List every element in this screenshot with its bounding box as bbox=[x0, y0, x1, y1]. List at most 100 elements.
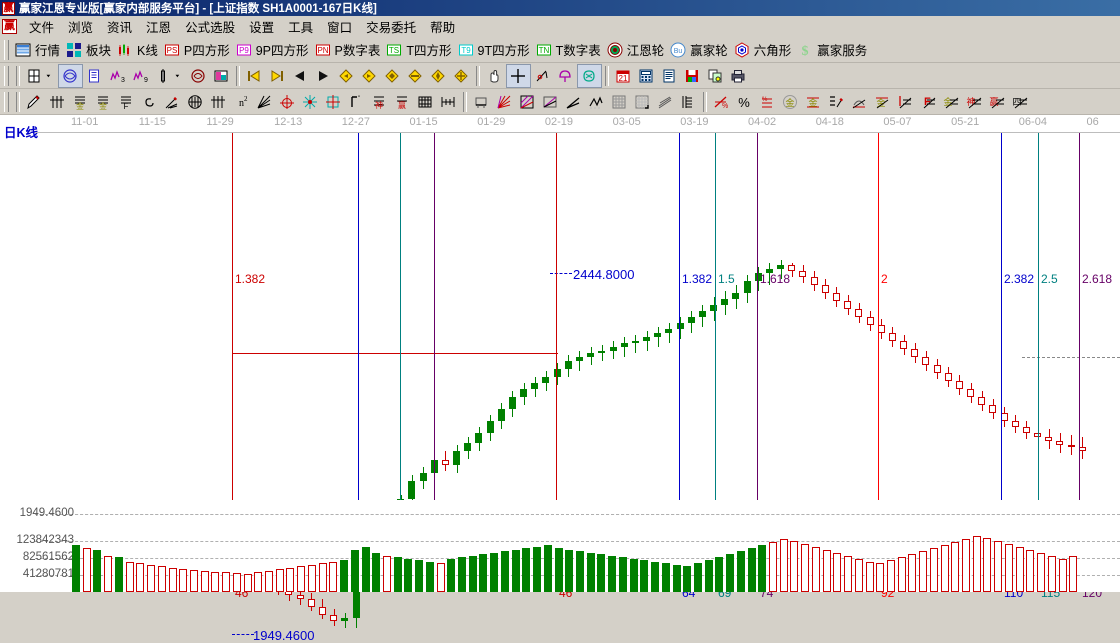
toolbar-button-sub9-indicator[interactable]: 9 bbox=[129, 65, 152, 87]
toolbar-button-gann-wheel[interactable]: 江恩轮 bbox=[605, 39, 669, 61]
toolbar-button-crosshair[interactable] bbox=[506, 63, 531, 88]
toolbar-button-j-level[interactable] bbox=[894, 91, 917, 113]
toolbar-grip[interactable] bbox=[4, 91, 9, 112]
toolbar-button-pen-level[interactable] bbox=[825, 91, 848, 113]
toolbar-button-f-scale[interactable]: F bbox=[115, 91, 138, 113]
toolbar-button-kline[interactable]: K线 bbox=[115, 39, 162, 61]
toolbar-button-fan-arc[interactable] bbox=[848, 91, 871, 113]
toolbar-button-color-chart[interactable] bbox=[210, 65, 233, 87]
toolbar-button-fit[interactable] bbox=[427, 65, 450, 87]
toolbar-button-winner-wheel[interactable]: Bu 赢家轮 bbox=[668, 39, 732, 61]
toolbar-button-ps-square[interactable]: PS P四方形 bbox=[162, 39, 234, 61]
menu-item-window[interactable]: 窗口 bbox=[327, 20, 353, 35]
toolbar-button-box-plot[interactable] bbox=[470, 91, 493, 113]
toolbar-button-mesh[interactable] bbox=[414, 91, 437, 113]
toolbar-button-angle[interactable] bbox=[562, 91, 585, 113]
toolbar-button-percent-tick[interactable]: " bbox=[345, 91, 368, 113]
toolbar-button-blocks[interactable]: 板块 bbox=[64, 39, 115, 61]
toolbar-button-zigzag[interactable] bbox=[585, 91, 608, 113]
toolbar-button-page-left[interactable] bbox=[289, 65, 312, 87]
toolbar-button-first-page[interactable] bbox=[243, 65, 266, 87]
toolbar-button-service-dollar[interactable]: $ 赢家服务 bbox=[795, 39, 871, 61]
menu-item-trade[interactable]: 交易委托 bbox=[366, 20, 417, 35]
toolbar-button-scroll-right[interactable] bbox=[358, 65, 381, 87]
menu-item-browse[interactable]: 浏览 bbox=[68, 20, 94, 35]
toolbar-button-ladder[interactable] bbox=[677, 91, 700, 113]
toolbar-grip[interactable] bbox=[4, 39, 9, 60]
toolbar-button-pen-fan[interactable] bbox=[161, 91, 184, 113]
toolbar-button-ying-level[interactable]: 赢 bbox=[986, 91, 1009, 113]
toolbar-button-star-cross[interactable] bbox=[299, 91, 322, 113]
toolbar-button-gold-level[interactable]: 金 bbox=[871, 91, 894, 113]
toolbar-button-percent-small[interactable]: % bbox=[756, 91, 779, 113]
chart-canvas[interactable]: 日K线 11-01 11-15 11-29 12-13 12-27 01-15 01-29 0… bbox=[0, 115, 1120, 643]
toolbar-button-shen[interactable]: 神 bbox=[368, 91, 391, 113]
toolbar-button-ying[interactable]: 赢 bbox=[391, 91, 414, 113]
toolbar-button-shen-level[interactable]: 神 bbox=[963, 91, 986, 113]
toolbar-button-calculator[interactable] bbox=[635, 65, 658, 87]
toolbar-button-gold-tick[interactable]: 金 bbox=[940, 91, 963, 113]
toolbar-button-grid-corner[interactable] bbox=[631, 91, 654, 113]
toolbar-button-cut-line[interactable] bbox=[531, 65, 554, 87]
toolbar-button-candle-dropdown-arrow[interactable] bbox=[175, 65, 187, 87]
toolbar-button-parallel[interactable] bbox=[654, 91, 677, 113]
menu-item-gann[interactable]: 江恩 bbox=[146, 20, 172, 35]
toolbar-button-pn-number-table[interactable]: PN P数字表 bbox=[313, 39, 385, 61]
toolbar-button-percent[interactable]: % bbox=[733, 91, 756, 113]
toolbar-button-scroll-left[interactable] bbox=[335, 65, 358, 87]
toolbar-button-tn-number-table[interactable]: TN T数字表 bbox=[534, 39, 605, 61]
toolbar-button-target[interactable] bbox=[276, 91, 299, 113]
toolbar-button-gold-scale[interactable]: 金 bbox=[69, 91, 92, 113]
toolbar-button-grid-lines[interactable] bbox=[46, 91, 69, 113]
toolbar-button-si-level[interactable]: 四 bbox=[1009, 91, 1032, 113]
toolbar-button-t9-square[interactable]: T9 9T四方形 bbox=[456, 39, 534, 61]
toolbar-button-period-dropdown-arrow[interactable] bbox=[46, 65, 58, 87]
toolbar-button-clipboard[interactable] bbox=[83, 65, 106, 87]
toolbar-button-print[interactable] bbox=[727, 65, 750, 87]
toolbar-button-circle-cross[interactable] bbox=[184, 91, 207, 113]
toolbar-button-gold-scale2[interactable]: 金 bbox=[92, 91, 115, 113]
toolbar-grip[interactable] bbox=[4, 65, 9, 86]
toolbar-button-copy[interactable] bbox=[704, 65, 727, 87]
toolbar-button-span-arrow[interactable] bbox=[437, 91, 460, 113]
toolbar-button-sub3-indicator[interactable]: 3 bbox=[106, 65, 129, 87]
toolbar-button-ts-square[interactable]: TS T四方形 bbox=[384, 39, 455, 61]
toolbar-button-candle-width[interactable] bbox=[152, 65, 175, 87]
menu-item-settings[interactable]: 设置 bbox=[249, 20, 275, 35]
toolbar-button-calendar21[interactable]: 21 bbox=[612, 65, 635, 87]
toolbar-button-p9-square[interactable]: P9 9P四方形 bbox=[234, 39, 313, 61]
toolbar-button-last-page[interactable] bbox=[266, 65, 289, 87]
toolbar-button-report[interactable] bbox=[658, 65, 681, 87]
toolbar-button-calendar-period[interactable] bbox=[23, 65, 46, 87]
toolbar-button-spiral[interactable] bbox=[138, 91, 161, 113]
toolbar-button-redraw[interactable] bbox=[187, 65, 210, 87]
toolbar-button-save[interactable] bbox=[681, 65, 704, 87]
menu-item-formula[interactable]: 公式选股 bbox=[185, 20, 236, 35]
toolbar-button-percent-red[interactable]: % bbox=[710, 91, 733, 113]
menu-item-help[interactable]: 帮助 bbox=[430, 20, 456, 35]
toolbar-button-grid-quote[interactable]: 行情 bbox=[13, 39, 64, 61]
toolbar-button-hand-pan[interactable] bbox=[483, 65, 506, 87]
toolbar-button-tree[interactable] bbox=[554, 65, 577, 87]
menu-item-file[interactable]: 文件 bbox=[29, 20, 55, 35]
toolbar-button-box-purple[interactable] bbox=[516, 91, 539, 113]
toolbar-button-comb[interactable] bbox=[207, 91, 230, 113]
toolbar-button-fan-red[interactable] bbox=[493, 91, 516, 113]
menu-item-tools[interactable]: 工具 bbox=[288, 20, 314, 35]
toolbar-button-page-right[interactable] bbox=[312, 65, 335, 87]
toolbar-button-pen[interactable] bbox=[23, 91, 46, 113]
toolbar-button-overlay[interactable] bbox=[58, 63, 83, 88]
toolbar-button-move[interactable] bbox=[450, 65, 473, 87]
toolbar-button-fan-lines[interactable] bbox=[253, 91, 276, 113]
toolbar-button-gold-circle[interactable]: 金 bbox=[779, 91, 802, 113]
toolbar-button-brain[interactable] bbox=[577, 63, 602, 88]
toolbar-button-hexagon[interactable]: 六角形 bbox=[732, 39, 796, 61]
toolbar-button-f-level[interactable]: F bbox=[917, 91, 940, 113]
toolbar-button-zoom-out[interactable] bbox=[404, 65, 427, 87]
menu-item-news[interactable]: 资讯 bbox=[107, 20, 133, 35]
toolbar-button-zoom-in[interactable] bbox=[381, 65, 404, 87]
toolbar-button-gold-line[interactable]: 金 bbox=[802, 91, 825, 113]
toolbar-button-box-gray[interactable] bbox=[539, 91, 562, 113]
toolbar-button-grid-square[interactable] bbox=[608, 91, 631, 113]
